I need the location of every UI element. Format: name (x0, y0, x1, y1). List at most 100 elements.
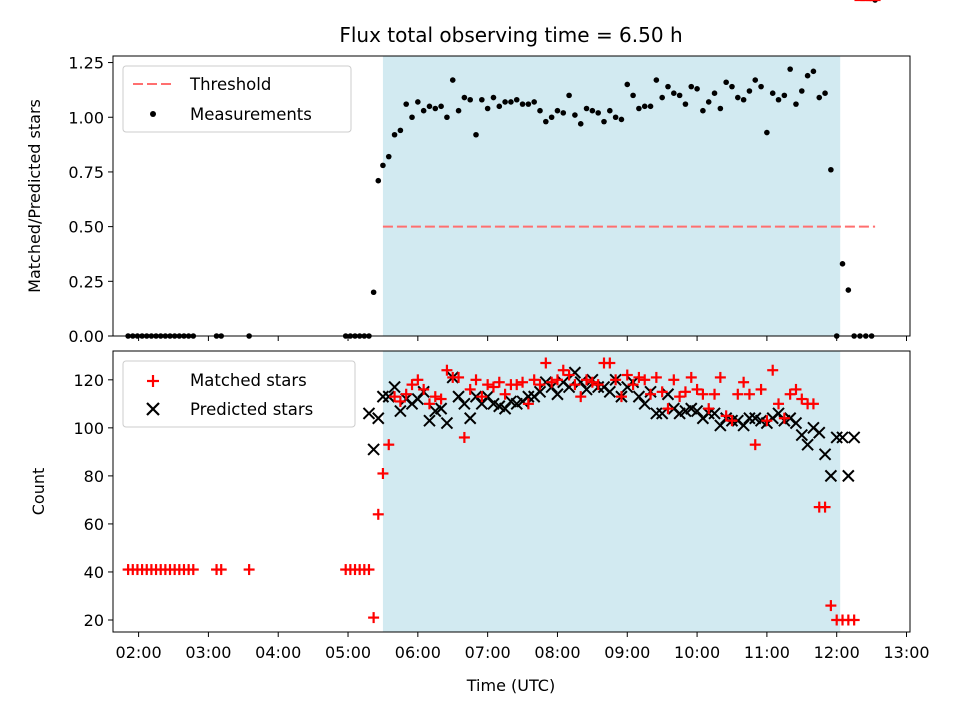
predicted-star-point (367, 443, 380, 456)
bottom-legend: Matched stars Predicted stars (122, 360, 356, 428)
measurement-point (641, 103, 648, 110)
matched-star-point (383, 439, 395, 451)
measurement-point (769, 90, 776, 96)
measurement-point (746, 88, 753, 94)
predicted-star-point (801, 438, 814, 451)
threshold-legend-label: Threshold (189, 75, 271, 94)
x-tick-label: 02:00 (116, 643, 162, 662)
matched-star-point (493, 376, 505, 388)
matched-star-point (627, 379, 639, 391)
predicted-star-point (650, 407, 663, 420)
top-panel-frame (112, 55, 911, 337)
predicted-star-point (440, 416, 454, 430)
measurement-point (426, 103, 433, 110)
predicted-star-point (568, 366, 582, 379)
predicted-star-point (789, 416, 803, 430)
x-tick-label: 07:00 (465, 643, 511, 662)
measurement-point (630, 92, 636, 99)
matched-star-point (639, 374, 651, 386)
top-legend: Threshold Measurements (122, 65, 352, 133)
bottom-panel-ticks: 20 40 60 80 100 120 (73, 371, 113, 630)
matched-star-point (363, 564, 375, 576)
matched-star-point (674, 391, 686, 403)
measurement-point (409, 114, 415, 121)
matched-star-point (773, 398, 785, 410)
matched-star-point (656, 386, 668, 398)
measurement-point (810, 68, 817, 75)
predicted-star-point (533, 385, 547, 399)
measurement-point (519, 101, 526, 107)
matched-star-point (848, 614, 860, 626)
measurement-point (560, 110, 567, 116)
measurement-point (496, 103, 503, 110)
x-tick-label: 05:00 (325, 643, 371, 662)
y-tick-label: 120 (73, 371, 104, 390)
predicted-legend-label: Predicted stars (190, 400, 313, 419)
matched-star-point (470, 374, 482, 386)
matched-star-point (755, 383, 767, 395)
measurement-point (595, 110, 601, 116)
matched-star-point (551, 374, 563, 386)
matched-star-point (389, 391, 401, 403)
measurement-point (676, 92, 683, 99)
matched-star-point (796, 393, 808, 405)
measurement-point (403, 101, 410, 107)
matched-legend-label: Matched stars (190, 371, 307, 390)
measurement-point (601, 118, 607, 125)
x-tick-label: 03:00 (185, 643, 231, 662)
y-tick-label: 20 (84, 611, 104, 630)
matched-star-point (581, 374, 593, 386)
y-tick-label: 0.00 (68, 327, 104, 346)
measurement-point (740, 96, 747, 103)
measurement-point (618, 116, 625, 123)
measurements-legend-label: Measurements (190, 105, 312, 124)
measurement-point (508, 99, 514, 105)
matched-star-point (650, 371, 662, 383)
measurement-point (612, 114, 619, 121)
y-tick-label: 1.00 (68, 108, 104, 127)
measurement-point (752, 77, 759, 83)
matched-star-point (534, 379, 546, 391)
bottom-panel-frame (112, 350, 911, 633)
matched-star-point (610, 374, 622, 386)
matched-star-point (464, 383, 476, 395)
measurement-point (705, 99, 712, 105)
measurement-point (653, 77, 660, 83)
predicted-star-point (847, 431, 861, 444)
matched-star-point (563, 369, 575, 381)
matched-star-point (499, 388, 511, 400)
measurement-point (711, 90, 718, 96)
matched-star-point (453, 371, 465, 383)
matched-star-point (377, 467, 389, 479)
measurement-point (420, 107, 427, 114)
x-tick-label: 08:00 (534, 643, 580, 662)
measurement-point (723, 79, 729, 86)
measurement-point (636, 105, 642, 112)
x-tick-label: 06:00 (395, 643, 441, 662)
measurement-point (438, 103, 444, 110)
matched-star-point (215, 564, 227, 576)
predicted-star-point (842, 469, 855, 483)
matched-star-point (720, 410, 732, 422)
measurement-point (816, 94, 823, 101)
matched-star-point (819, 501, 831, 513)
measurement-point (688, 83, 695, 90)
matched-star-point (546, 376, 558, 388)
measurement-point (525, 101, 532, 107)
measurement-point (804, 72, 811, 79)
measurement-point (375, 177, 382, 184)
measurement-point (370, 289, 377, 296)
y-tick-label: 0.75 (68, 163, 104, 182)
measurement-point (543, 118, 549, 125)
y-tick-label: 0.25 (68, 272, 104, 291)
matched-star-point (540, 357, 552, 369)
predicted-star-point (434, 402, 448, 415)
measurement-point (845, 287, 852, 293)
measurement-point (502, 99, 508, 105)
matched-star-point (458, 431, 470, 443)
matched-star-point (743, 388, 755, 400)
matched-star-point (685, 371, 697, 383)
matched-star-point (592, 379, 604, 391)
x-tick-label: 09:00 (604, 643, 650, 662)
top-panel: 0.00 0.25 0.50 0.75 1.00 1.25 Matched/Predict… (25, 0, 911, 346)
